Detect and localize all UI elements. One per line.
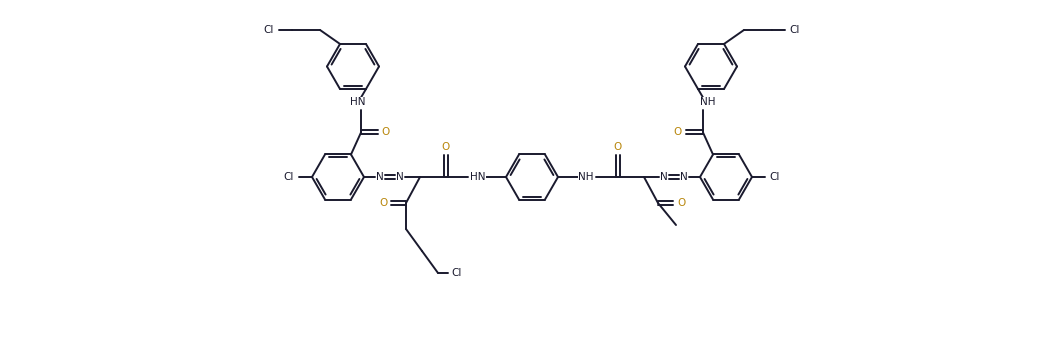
Text: HN: HN [470,172,486,182]
Text: O: O [674,127,682,138]
Text: NH: NH [578,172,594,182]
Text: N: N [377,172,384,182]
Text: N: N [396,172,404,182]
Text: NH: NH [700,97,716,108]
Text: Cl: Cl [789,25,800,35]
Text: O: O [382,127,390,138]
Text: O: O [614,142,622,152]
Text: Cl: Cl [770,172,780,182]
Text: O: O [379,198,387,208]
Text: N: N [680,172,687,182]
Text: O: O [677,198,685,208]
Text: O: O [442,142,450,152]
Text: HN: HN [350,97,366,108]
Text: Cl: Cl [452,268,462,278]
Text: Cl: Cl [264,25,275,35]
Text: N: N [660,172,668,182]
Text: Cl: Cl [284,172,294,182]
